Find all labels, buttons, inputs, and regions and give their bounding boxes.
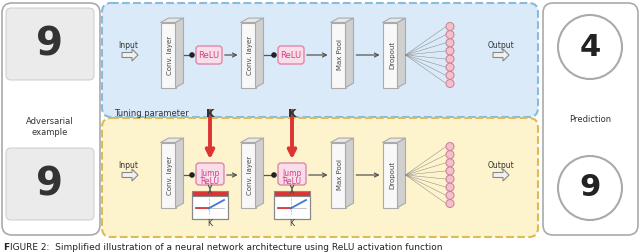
Text: IGURE 2:  Simplified illustration of a neural network architecture using ReLU ac: IGURE 2: Simplified illustration of a ne… xyxy=(10,242,442,251)
Text: K: K xyxy=(207,218,212,228)
Polygon shape xyxy=(397,138,406,207)
Circle shape xyxy=(446,159,454,167)
Polygon shape xyxy=(122,49,138,61)
Bar xyxy=(330,22,346,87)
Bar xyxy=(192,191,228,219)
Polygon shape xyxy=(493,169,509,181)
Circle shape xyxy=(446,151,454,159)
Circle shape xyxy=(446,183,454,191)
FancyBboxPatch shape xyxy=(278,46,304,64)
Bar xyxy=(241,142,255,207)
Text: 9: 9 xyxy=(36,165,63,203)
Bar xyxy=(241,22,255,87)
Polygon shape xyxy=(241,18,264,22)
Polygon shape xyxy=(175,138,184,207)
Bar xyxy=(274,191,310,196)
Bar xyxy=(192,196,228,219)
Circle shape xyxy=(446,39,454,47)
Text: Jump: Jump xyxy=(200,170,220,178)
Text: Conv. layer: Conv. layer xyxy=(247,155,253,195)
Text: ReLU: ReLU xyxy=(280,50,301,59)
Text: Conv. layer: Conv. layer xyxy=(247,36,253,75)
Text: Jump: Jump xyxy=(282,170,301,178)
Text: 9: 9 xyxy=(579,173,601,203)
Text: Dropout: Dropout xyxy=(389,41,395,69)
Circle shape xyxy=(271,52,277,58)
Text: Adversarial
example: Adversarial example xyxy=(26,117,74,137)
Text: Tuning parameter: Tuning parameter xyxy=(114,109,189,117)
Text: 4: 4 xyxy=(579,33,600,61)
Text: K: K xyxy=(205,109,214,119)
Bar xyxy=(274,196,310,219)
FancyBboxPatch shape xyxy=(196,163,224,185)
Circle shape xyxy=(446,200,454,207)
Circle shape xyxy=(446,191,454,199)
Text: Max Pool: Max Pool xyxy=(337,40,343,71)
Circle shape xyxy=(446,22,454,30)
Polygon shape xyxy=(122,169,138,181)
Circle shape xyxy=(446,63,454,71)
Text: ReLU: ReLU xyxy=(198,50,220,59)
FancyBboxPatch shape xyxy=(102,118,538,237)
Polygon shape xyxy=(175,18,184,87)
Text: K: K xyxy=(288,109,296,119)
FancyBboxPatch shape xyxy=(6,8,94,80)
Polygon shape xyxy=(255,18,264,87)
Circle shape xyxy=(558,156,622,220)
Polygon shape xyxy=(161,138,184,142)
Text: Output: Output xyxy=(488,41,515,49)
Polygon shape xyxy=(346,18,353,87)
Bar xyxy=(161,142,175,207)
Bar xyxy=(192,191,228,196)
Text: K: K xyxy=(289,218,294,228)
Circle shape xyxy=(446,47,454,55)
Circle shape xyxy=(446,71,454,79)
FancyBboxPatch shape xyxy=(278,163,306,185)
Polygon shape xyxy=(330,138,353,142)
Bar xyxy=(383,22,397,87)
FancyBboxPatch shape xyxy=(196,46,222,64)
Circle shape xyxy=(446,167,454,175)
Bar xyxy=(274,191,310,219)
Circle shape xyxy=(446,55,454,63)
Text: Prediction: Prediction xyxy=(569,115,611,124)
Circle shape xyxy=(189,52,195,58)
FancyBboxPatch shape xyxy=(543,3,638,235)
FancyBboxPatch shape xyxy=(2,3,100,235)
Text: ReLU: ReLU xyxy=(282,177,301,186)
Circle shape xyxy=(446,175,454,183)
Text: Dropout: Dropout xyxy=(389,161,395,189)
Text: Input: Input xyxy=(118,161,138,170)
Bar xyxy=(161,22,175,87)
Circle shape xyxy=(446,142,454,150)
Circle shape xyxy=(446,31,454,39)
Text: Max Pool: Max Pool xyxy=(337,160,343,191)
Polygon shape xyxy=(346,138,353,207)
Circle shape xyxy=(189,172,195,178)
Circle shape xyxy=(271,172,277,178)
Bar xyxy=(330,142,346,207)
Polygon shape xyxy=(330,18,353,22)
FancyBboxPatch shape xyxy=(6,148,94,220)
Polygon shape xyxy=(383,138,406,142)
Polygon shape xyxy=(397,18,406,87)
Polygon shape xyxy=(241,138,264,142)
Text: Conv. layer: Conv. layer xyxy=(167,36,173,75)
Text: Conv. layer: Conv. layer xyxy=(167,155,173,195)
Polygon shape xyxy=(383,18,406,22)
Bar xyxy=(383,142,397,207)
Text: Output: Output xyxy=(488,161,515,170)
Text: Input: Input xyxy=(118,41,138,49)
Text: 9: 9 xyxy=(36,25,63,63)
Circle shape xyxy=(558,15,622,79)
Polygon shape xyxy=(255,138,264,207)
Circle shape xyxy=(446,79,454,87)
Text: F: F xyxy=(3,242,9,251)
Polygon shape xyxy=(493,49,509,61)
Text: ReLU: ReLU xyxy=(200,177,220,186)
FancyBboxPatch shape xyxy=(102,3,538,117)
Polygon shape xyxy=(161,18,184,22)
